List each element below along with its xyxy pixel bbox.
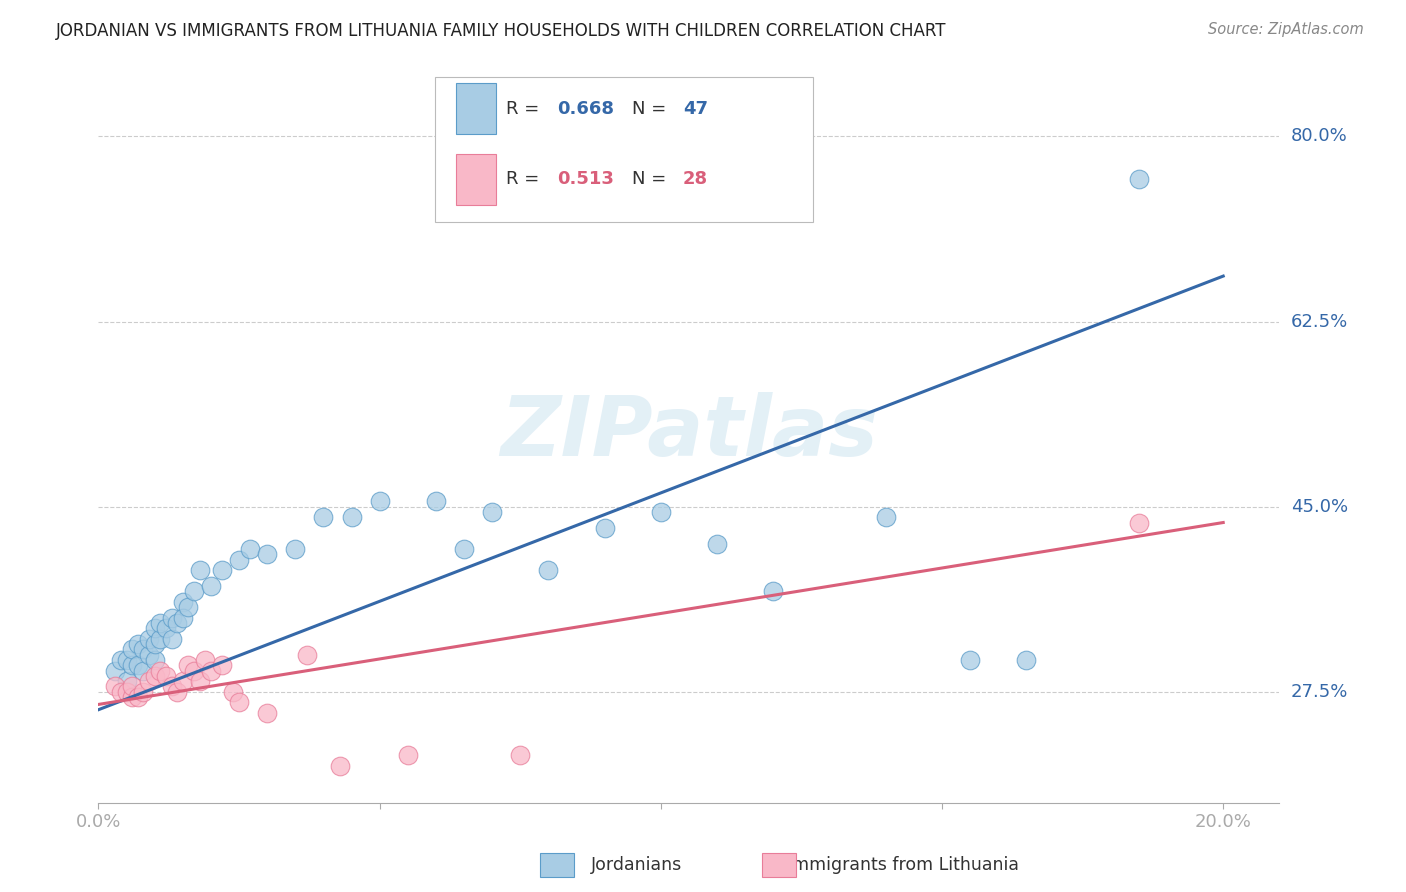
- Point: [295, 648, 318, 662]
- Point: [329, 758, 352, 772]
- Point: [160, 680, 183, 694]
- Point: [166, 615, 188, 630]
- Point: [138, 632, 160, 646]
- Point: [121, 658, 143, 673]
- Point: [183, 664, 205, 678]
- Point: [127, 637, 149, 651]
- Text: 45.0%: 45.0%: [1291, 498, 1348, 516]
- Point: [172, 595, 194, 609]
- FancyBboxPatch shape: [457, 83, 496, 135]
- Point: [368, 494, 391, 508]
- Point: [121, 690, 143, 704]
- Point: [509, 748, 531, 763]
- Text: ZIPatlas: ZIPatlas: [501, 392, 877, 473]
- Point: [143, 653, 166, 667]
- Text: 0.513: 0.513: [557, 170, 613, 188]
- Point: [177, 600, 200, 615]
- Point: [104, 664, 127, 678]
- Point: [121, 642, 143, 657]
- Point: [211, 658, 233, 673]
- Point: [537, 563, 560, 577]
- Point: [149, 664, 172, 678]
- Point: [138, 674, 160, 689]
- Point: [228, 552, 250, 566]
- Point: [155, 669, 177, 683]
- Point: [155, 621, 177, 635]
- Point: [1128, 516, 1150, 530]
- Text: 28: 28: [683, 170, 709, 188]
- Point: [166, 685, 188, 699]
- Point: [172, 674, 194, 689]
- Point: [200, 664, 222, 678]
- FancyBboxPatch shape: [434, 78, 813, 221]
- Point: [110, 685, 132, 699]
- Point: [110, 653, 132, 667]
- Point: [149, 615, 172, 630]
- Point: [239, 541, 262, 556]
- Point: [143, 669, 166, 683]
- Point: [453, 541, 475, 556]
- Text: Jordanians: Jordanians: [591, 856, 682, 874]
- Point: [138, 648, 160, 662]
- Point: [256, 706, 278, 720]
- Point: [875, 510, 897, 524]
- Point: [762, 584, 785, 599]
- Point: [959, 653, 981, 667]
- Point: [183, 584, 205, 599]
- Text: N =: N =: [633, 100, 672, 118]
- Point: [160, 632, 183, 646]
- Text: R =: R =: [506, 170, 546, 188]
- Point: [396, 748, 419, 763]
- Point: [177, 658, 200, 673]
- Point: [172, 611, 194, 625]
- Text: 27.5%: 27.5%: [1291, 682, 1348, 701]
- Point: [200, 579, 222, 593]
- Text: R =: R =: [506, 100, 546, 118]
- Point: [143, 637, 166, 651]
- Point: [312, 510, 335, 524]
- Text: Immigrants from Lithuania: Immigrants from Lithuania: [787, 856, 1019, 874]
- Point: [593, 521, 616, 535]
- Point: [1015, 653, 1038, 667]
- Point: [188, 563, 211, 577]
- Point: [481, 505, 503, 519]
- Point: [256, 547, 278, 561]
- Point: [194, 653, 217, 667]
- Point: [425, 494, 447, 508]
- Point: [132, 642, 155, 657]
- Point: [284, 541, 307, 556]
- FancyBboxPatch shape: [457, 153, 496, 204]
- Point: [211, 563, 233, 577]
- Point: [188, 674, 211, 689]
- Point: [127, 690, 149, 704]
- Point: [121, 680, 143, 694]
- Point: [228, 695, 250, 709]
- Point: [149, 632, 172, 646]
- Point: [115, 685, 138, 699]
- Point: [143, 621, 166, 635]
- Text: 47: 47: [683, 100, 709, 118]
- Point: [115, 674, 138, 689]
- Text: 62.5%: 62.5%: [1291, 312, 1348, 331]
- Point: [132, 685, 155, 699]
- Text: Source: ZipAtlas.com: Source: ZipAtlas.com: [1208, 22, 1364, 37]
- Point: [1128, 171, 1150, 186]
- Point: [160, 611, 183, 625]
- Point: [115, 653, 138, 667]
- Point: [104, 680, 127, 694]
- Point: [127, 658, 149, 673]
- Point: [650, 505, 672, 519]
- Point: [706, 537, 728, 551]
- Point: [132, 664, 155, 678]
- Point: [340, 510, 363, 524]
- Text: N =: N =: [633, 170, 672, 188]
- Point: [222, 685, 245, 699]
- Text: JORDANIAN VS IMMIGRANTS FROM LITHUANIA FAMILY HOUSEHOLDS WITH CHILDREN CORRELATI: JORDANIAN VS IMMIGRANTS FROM LITHUANIA F…: [56, 22, 946, 40]
- Text: 0.668: 0.668: [557, 100, 613, 118]
- Text: 80.0%: 80.0%: [1291, 128, 1347, 145]
